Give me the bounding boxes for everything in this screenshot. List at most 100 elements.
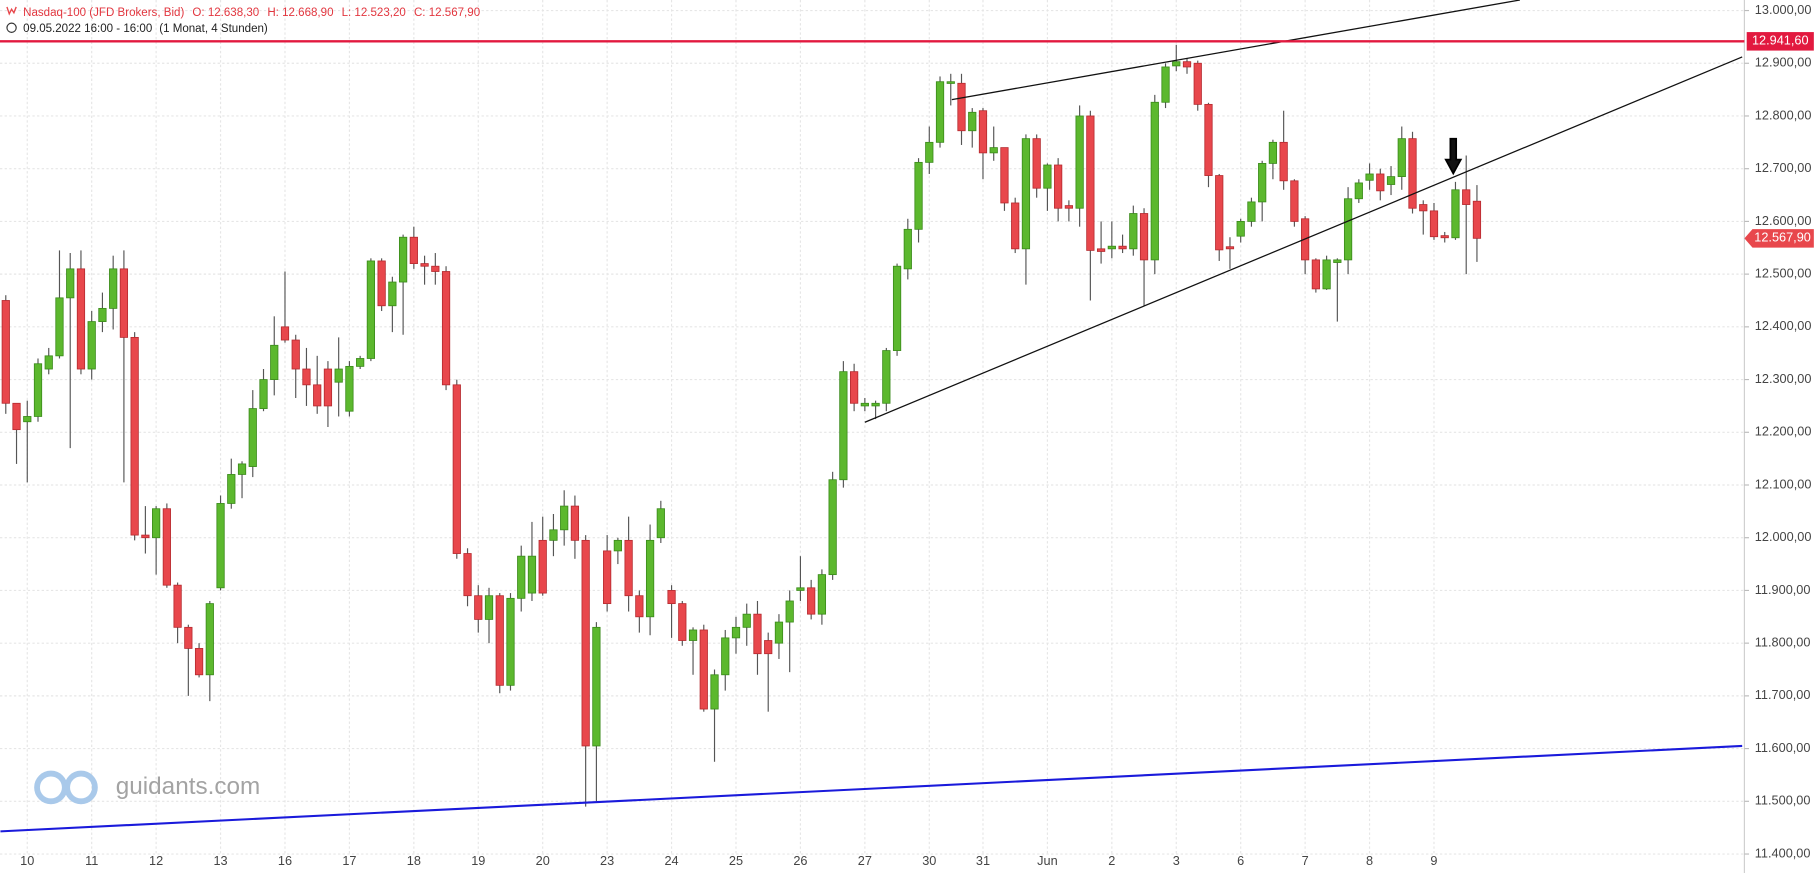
candle-body bbox=[345, 365, 354, 412]
candle-body bbox=[130, 336, 139, 536]
candle-body bbox=[785, 600, 794, 623]
candle-body bbox=[484, 595, 494, 620]
x-tick-label: 11 bbox=[85, 853, 98, 868]
header: Nasdaq-100 (JFD Brokers, Bid) O: 12.638,… bbox=[6, 6, 480, 35]
candle-body bbox=[259, 379, 268, 409]
candle-body bbox=[55, 297, 64, 357]
candle-body bbox=[1279, 141, 1288, 182]
candle-body bbox=[409, 236, 418, 264]
candle-body bbox=[194, 648, 204, 676]
candle-body bbox=[152, 508, 161, 539]
candle-body bbox=[882, 350, 891, 404]
candle-body bbox=[635, 595, 644, 618]
candle-body bbox=[1397, 138, 1406, 178]
candle-body bbox=[23, 416, 32, 423]
candle-body bbox=[1107, 245, 1116, 250]
x-tick-label: 30 bbox=[922, 853, 936, 868]
clock-icon bbox=[6, 22, 17, 33]
candle-body bbox=[1354, 182, 1363, 200]
candle-body bbox=[1032, 138, 1041, 189]
candle-body bbox=[388, 281, 397, 307]
candle-body bbox=[603, 550, 612, 605]
ohlc-close: C: 12.567,90 bbox=[414, 7, 480, 19]
candle-body bbox=[12, 402, 21, 431]
candle-body bbox=[398, 236, 408, 283]
candle-body bbox=[119, 268, 129, 338]
candle-body bbox=[205, 603, 214, 676]
candle-body bbox=[227, 474, 236, 504]
x-tick-label: 9 bbox=[1430, 853, 1437, 868]
x-tick-label: 13 bbox=[213, 853, 227, 868]
candle-body bbox=[796, 587, 805, 591]
candle-body bbox=[1365, 173, 1374, 181]
candle-body bbox=[1440, 235, 1449, 239]
candle-body bbox=[291, 339, 300, 370]
candle-body bbox=[1161, 66, 1170, 103]
candle-body bbox=[302, 368, 311, 386]
y-tick-label: 12.700,00 bbox=[1755, 160, 1812, 175]
candle-body bbox=[1011, 202, 1020, 250]
y-tick-label: 11.900,00 bbox=[1755, 582, 1811, 597]
candle-body bbox=[1139, 213, 1149, 261]
plot-area bbox=[0, 0, 1743, 833]
last-price-box bbox=[1744, 229, 1814, 248]
candle-body bbox=[270, 344, 279, 380]
candle-body bbox=[33, 363, 43, 417]
x-tick-label: Jun bbox=[1037, 853, 1058, 868]
candle-body bbox=[377, 260, 386, 307]
candle-body bbox=[1472, 200, 1482, 239]
candle-body bbox=[474, 595, 483, 620]
candle-body bbox=[1236, 221, 1245, 237]
x-tick-label: 20 bbox=[536, 853, 550, 868]
candle-body bbox=[495, 595, 504, 686]
candle-body bbox=[1462, 189, 1471, 205]
y-tick-label: 11.700,00 bbox=[1755, 687, 1811, 702]
candle-body bbox=[1290, 180, 1299, 222]
candle-body bbox=[592, 626, 601, 747]
candle-body bbox=[216, 503, 225, 589]
candle-body bbox=[1182, 61, 1192, 68]
candle-body bbox=[699, 629, 708, 710]
trendline bbox=[0, 744, 1743, 833]
chart-title: Nasdaq-100 (JFD Brokers, Bid) bbox=[23, 7, 184, 19]
y-tick-label: 11.600,00 bbox=[1755, 740, 1811, 755]
candle-body bbox=[1429, 210, 1439, 238]
candle-body bbox=[1322, 259, 1331, 290]
watermark: guidants.com bbox=[34, 770, 260, 805]
candle-body bbox=[1193, 62, 1202, 105]
candle-body bbox=[538, 539, 547, 594]
candle-body bbox=[549, 529, 558, 541]
x-tick-label: 10 bbox=[20, 853, 34, 868]
candle-body bbox=[44, 355, 53, 370]
candle-body bbox=[807, 587, 816, 615]
candle-body bbox=[1086, 115, 1095, 251]
candle-body bbox=[323, 368, 333, 407]
candle-body bbox=[1333, 259, 1342, 263]
candle-body bbox=[560, 505, 569, 531]
y-tick-label: 11.500,00 bbox=[1755, 793, 1811, 808]
x-tick-label: 26 bbox=[793, 853, 807, 868]
candle-body bbox=[1204, 103, 1213, 176]
price-label-box bbox=[1746, 32, 1814, 51]
candle-body bbox=[914, 161, 923, 230]
candle-body bbox=[721, 637, 730, 676]
candle-body bbox=[678, 603, 687, 641]
candle-body bbox=[1096, 248, 1106, 252]
candle-body bbox=[1247, 201, 1256, 222]
watermark-text: guidants.com bbox=[116, 773, 260, 800]
candle-body bbox=[850, 371, 859, 404]
x-tick-label: 16 bbox=[278, 853, 292, 868]
candle-body bbox=[1129, 213, 1138, 250]
candle-body bbox=[925, 141, 934, 163]
y-tick-label: 12.200,00 bbox=[1755, 424, 1812, 439]
candle-body bbox=[1043, 164, 1052, 189]
x-tick-label: 17 bbox=[342, 853, 356, 868]
candle-body bbox=[1, 300, 10, 404]
candle-body bbox=[280, 326, 290, 341]
candle-body bbox=[731, 626, 741, 639]
candle-body bbox=[517, 555, 526, 599]
ohlc-open: O: 12.638,30 bbox=[192, 7, 259, 19]
grid bbox=[0, 0, 1745, 855]
